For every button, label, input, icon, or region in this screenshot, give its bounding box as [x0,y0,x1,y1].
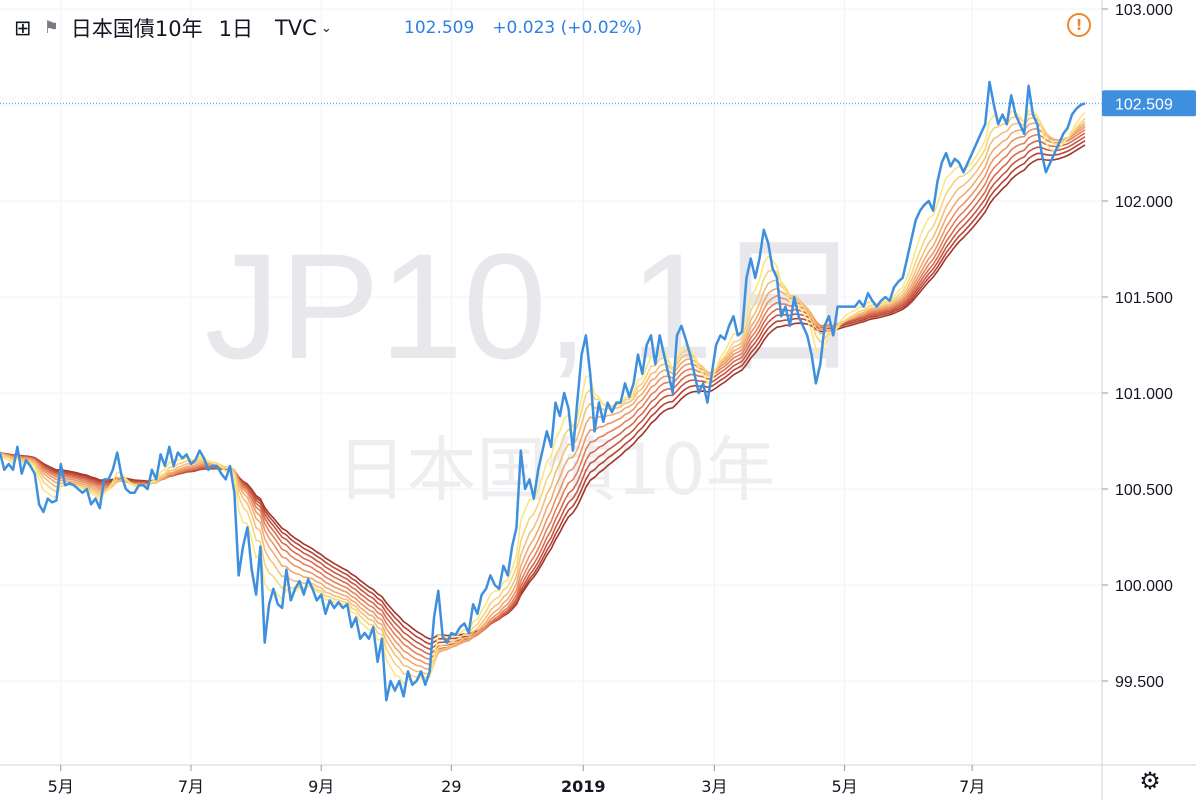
last-price: 102.509 [404,18,475,38]
x-tick-label: 29 [441,777,461,796]
y-tick-label: 100.000 [1115,578,1173,595]
watermark-symbol: JP10, 1日 [205,222,864,390]
ema-ribbon [0,109,1086,685]
price-header: 102.509 +0.023 (+0.02%) [404,12,642,44]
ema-line [0,132,1086,655]
interval-label[interactable]: 1日 [218,17,253,41]
y-axis: 103.000102.500102.000101.500101.000100.5… [1101,0,1173,800]
ema-line [0,122,1086,670]
ema-line [0,113,1086,679]
x-tick-label: 7月 [959,777,985,796]
y-tick-label: 99.500 [1115,674,1164,691]
add-symbol-icon[interactable]: ⊞ [14,16,32,40]
symbol-name[interactable]: 日本国債10年 [70,17,203,41]
y-tick-label: 101.000 [1115,386,1173,403]
y-tick-label: 101.500 [1115,290,1173,307]
price-line [0,80,1086,702]
ema-line [0,117,1086,675]
gear-icon[interactable]: ⚙ [1139,767,1161,795]
x-tick-label: 3月 [701,777,727,796]
last-price-tag-bg [1102,90,1196,117]
y-tick-label: 100.500 [1115,482,1173,499]
x-tick-label: 5月 [48,777,74,796]
x-tick-label: 2019 [561,777,606,796]
grid-lines [0,0,1102,765]
flag-icon[interactable]: ⚑ [43,18,59,38]
symbol-header: ⊞ ⚑ 日本国債10年 1日 TVC ⌄ [14,12,332,44]
x-tick-label: 7月 [178,777,204,796]
ema-line [0,129,1086,661]
ema-line [0,140,1086,645]
y-tick-label: 103.000 [1115,2,1173,19]
exchange-label[interactable]: TVC [274,16,317,40]
last-price-tag-text: 102.509 [1115,96,1173,113]
x-tick-label: 5月 [831,777,857,796]
x-tick-label: 9月 [308,777,334,796]
last-price-tag: 102.509 [1102,90,1196,117]
ema-line [0,144,1086,640]
x-axis: 5月 7月 9月 29 2019 3月 5月 7月 [0,764,1196,796]
chevron-down-icon[interactable]: ⌄ [320,20,332,36]
alert-icon[interactable]: ! [1067,13,1091,37]
price-change: +0.023 (+0.02%) [492,18,643,38]
ema-line [0,126,1086,666]
y-tick-label: 102.000 [1115,194,1173,211]
ema-line [0,109,1086,685]
